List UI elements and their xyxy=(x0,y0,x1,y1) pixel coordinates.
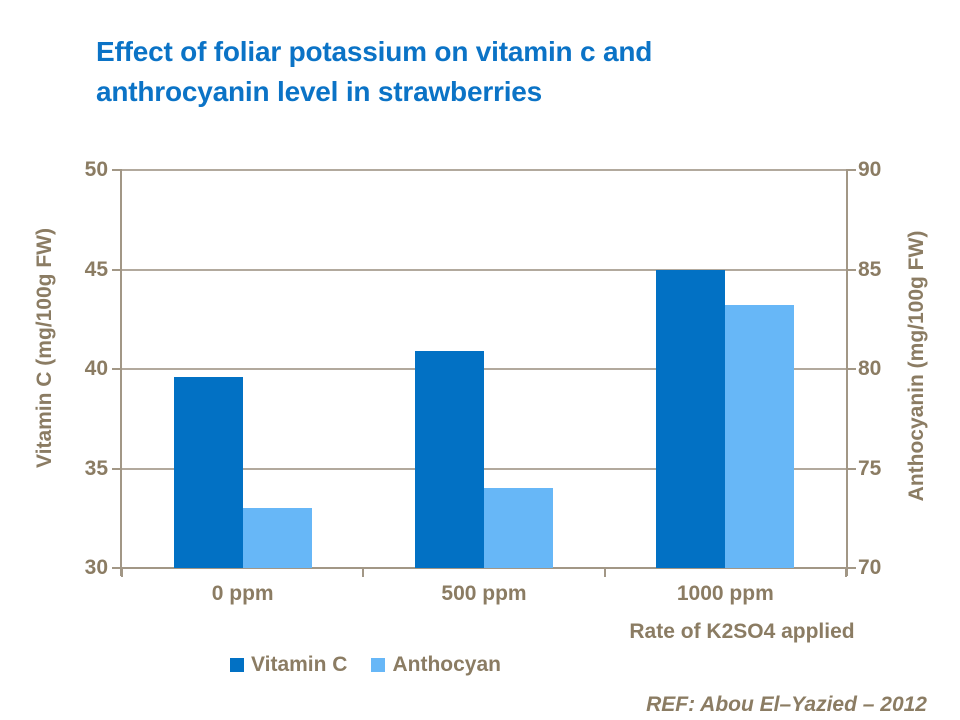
left-axis-tick xyxy=(112,169,122,171)
left-axis-tick-label-50: 50 xyxy=(84,158,108,181)
right-axis-tick-label-70: 70 xyxy=(858,556,882,579)
left-axis-tick xyxy=(112,368,122,370)
bar-vitamin-c-1000-ppm xyxy=(656,269,726,568)
legend-label-anthocyan: Anthocyan xyxy=(392,653,501,676)
category-label-500-ppm: 500 ppm xyxy=(441,582,527,605)
gridline xyxy=(122,467,846,470)
bar-vitamin-c-0-ppm xyxy=(173,376,243,568)
x-axis-tick xyxy=(362,568,365,577)
right-axis-tick-label-90: 90 xyxy=(858,158,882,181)
legend-swatch-anthocyan xyxy=(371,658,386,672)
left-axis-tick-label-35: 35 xyxy=(84,456,108,480)
right-axis-line xyxy=(846,170,848,576)
gridline xyxy=(122,368,846,370)
right-axis-tick-label-85: 85 xyxy=(858,257,882,281)
right-axis-tick xyxy=(846,567,856,569)
x-axis-tick xyxy=(121,568,123,577)
legend: Vitamin C Anthocyan xyxy=(230,653,501,677)
reference-text: REF: Abou El–Yazied – 2012 xyxy=(646,693,927,716)
left-axis-tick-label-30: 30 xyxy=(84,556,108,579)
right-axis-tick xyxy=(846,467,856,470)
left-axis-tick xyxy=(112,567,122,569)
x-axis-tick xyxy=(845,568,847,577)
x-axis-tick xyxy=(603,568,606,577)
left-axis-tick xyxy=(112,467,122,470)
x-axis-line xyxy=(122,567,846,569)
right-axis-tick xyxy=(846,268,856,271)
right-axis-tick-label-75: 75 xyxy=(858,456,882,480)
bar-anthocyan-500-ppm xyxy=(484,488,553,568)
gridline xyxy=(122,268,846,271)
bar-anthocyan-0-ppm xyxy=(242,508,312,568)
right-axis-tick-label-80: 80 xyxy=(858,357,882,380)
x-axis-title: Rate of K2SO4 applied xyxy=(629,620,855,643)
legend-label-vitamin-c: Vitamin C xyxy=(251,653,348,676)
bar-anthocyan-1000-ppm xyxy=(725,305,795,568)
category-label-0-ppm: 0 ppm xyxy=(211,582,274,605)
right-axis-tick xyxy=(846,368,856,370)
slide-title-line2: anthrocyanin level in strawberries xyxy=(96,76,543,107)
legend-swatch-vitamin-c xyxy=(230,658,244,672)
right-axis-tick xyxy=(846,169,856,171)
left-axis-line xyxy=(120,170,122,576)
left-axis-tick xyxy=(112,268,122,271)
left-axis-tick-label-40: 40 xyxy=(84,357,108,380)
bar-vitamin-c-500-ppm xyxy=(415,351,484,568)
left-axis-title: Vitamin C (mg/100g FW) xyxy=(33,228,56,468)
slide-title: Effect of foliar potassium on vitamin c … xyxy=(96,32,652,112)
legend-item-vitamin-c: Vitamin C xyxy=(230,653,347,677)
category-label-1000-ppm: 1000 ppm xyxy=(676,582,774,605)
gridline xyxy=(122,169,846,171)
legend-item-anthocyan: Anthocyan xyxy=(371,653,501,677)
slide-title-line1: Effect of foliar potassium on vitamin c … xyxy=(96,36,653,67)
left-axis-tick-label-45: 45 xyxy=(84,257,108,281)
